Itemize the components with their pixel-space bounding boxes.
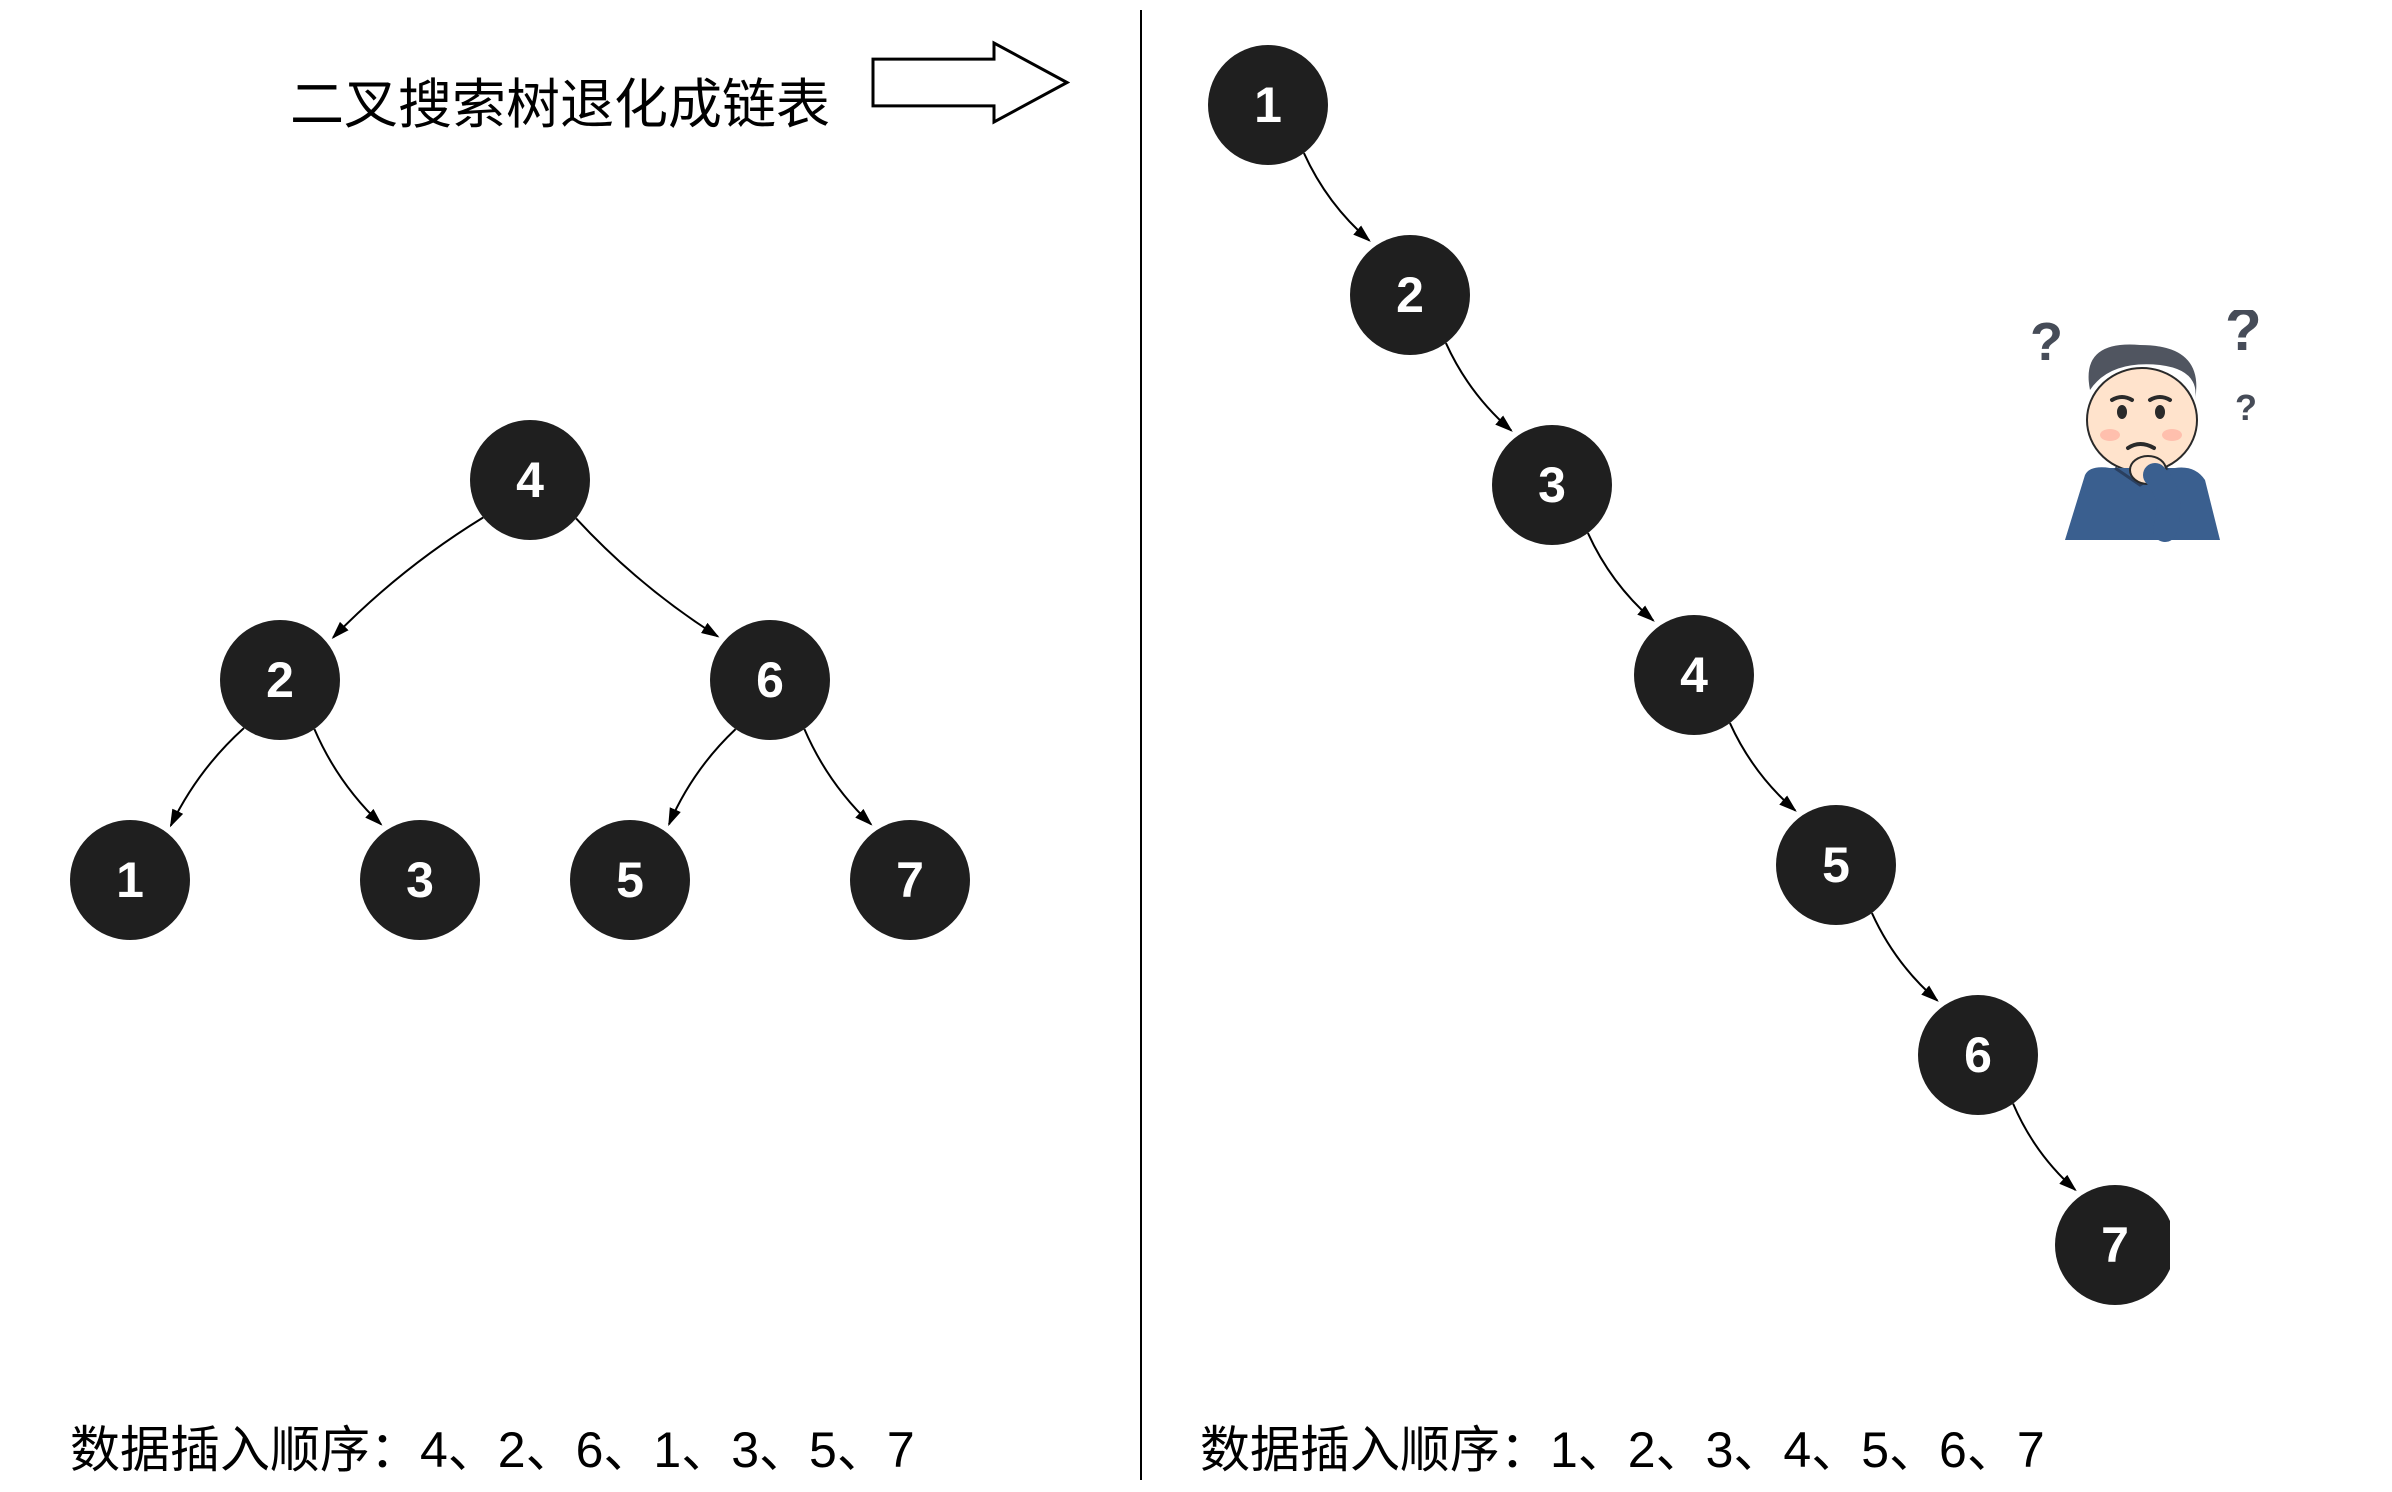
tree-edge	[333, 517, 483, 637]
tree-edge	[1872, 913, 1937, 1000]
tree-node-label: 7	[2101, 1217, 2129, 1273]
diagram-title: 二叉搜索树退化成链表	[290, 60, 830, 139]
confused-person-icon: ? ? ?	[2010, 310, 2270, 570]
diagram-container: 二叉搜索树退化成链表 4 2 6 1 3 5 7 1 2 3 4 5 6 7 ? ? ?	[0, 0, 2392, 1492]
svg-text:?: ?	[2225, 310, 2262, 363]
tree-edge	[804, 729, 871, 824]
tree-node-label: 5	[616, 852, 644, 908]
tree-node-label: 7	[896, 852, 924, 908]
tree-node-label: 3	[1538, 457, 1566, 513]
tree-node-label: 3	[406, 852, 434, 908]
tree-edge	[1588, 533, 1653, 620]
tree-node-label: 4	[516, 452, 544, 508]
tree-edge	[171, 728, 244, 826]
tree-node-label: 6	[1964, 1027, 1992, 1083]
arrow-icon	[870, 40, 1070, 125]
svg-text:?: ?	[2030, 312, 2063, 372]
tree-node-label: 1	[116, 852, 144, 908]
vertical-divider	[1140, 10, 1142, 1480]
tree-node-label: 2	[266, 652, 294, 708]
tree-edge	[1304, 153, 1369, 240]
tree-edge	[669, 729, 736, 824]
tree-node-label: 6	[756, 652, 784, 708]
tree-node-label: 2	[1396, 267, 1424, 323]
left-caption: 数据插入顺序：4、2、6、1、3、5、7	[70, 1410, 915, 1482]
tree-edge	[576, 518, 718, 636]
tree-edge	[314, 729, 381, 824]
balanced-tree: 4 2 6 1 3 5 7	[50, 380, 1100, 1000]
tree-node-label: 4	[1680, 647, 1708, 703]
tree-node-label: 1	[1254, 77, 1282, 133]
right-caption: 数据插入顺序：1、2、3、4、5、6、7	[1200, 1410, 2045, 1482]
tree-edge	[1730, 723, 1795, 810]
tree-node-label: 5	[1822, 837, 1850, 893]
svg-text:?: ?	[2235, 387, 2257, 428]
tree-edge	[2013, 1104, 2075, 1190]
degenerated-tree: 1 2 3 4 5 6 7	[1170, 20, 2170, 1380]
tree-edge	[1446, 343, 1511, 430]
